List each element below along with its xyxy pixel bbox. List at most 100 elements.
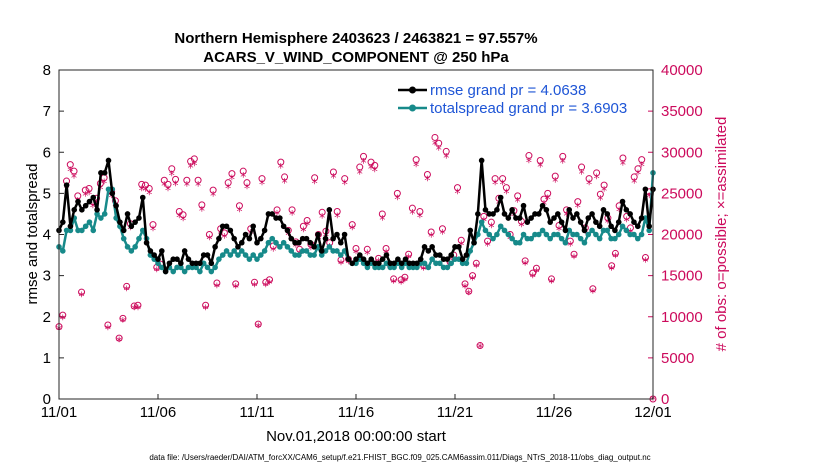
- obs-possible-point: [78, 288, 86, 296]
- obs-assimilated-point: *: [503, 187, 509, 201]
- obs-assimilated-point: *: [191, 159, 197, 173]
- totalspread-point: [429, 256, 435, 262]
- obs-assimilated-point: *: [188, 161, 194, 175]
- obs-possible-point: [277, 158, 285, 166]
- rmse-point: [208, 260, 215, 267]
- rmse-point: [581, 227, 588, 234]
- rmse-point: [330, 235, 336, 242]
- obs-assimilated-point: *: [300, 224, 306, 238]
- totalspread-point: [615, 231, 622, 238]
- obs-possible-point: [329, 168, 337, 176]
- totalspread-point: [581, 239, 588, 246]
- obs-assimilated-point: *: [526, 155, 532, 169]
- totalspread-point: [204, 264, 211, 271]
- y-axis-label: rmse and totalspread: [24, 164, 41, 305]
- obs-assimilated-point: *: [601, 184, 607, 198]
- left-tick-label: 6: [43, 144, 51, 161]
- obs-possible-point: [457, 236, 465, 244]
- obs-possible-point: [435, 139, 443, 147]
- obs-assimilated-point: *: [642, 255, 648, 269]
- rmse-point: [524, 219, 531, 225]
- rmse-point: [558, 219, 565, 225]
- rmse-point: [436, 252, 443, 258]
- rmse-point: [585, 215, 592, 221]
- legend-spread-marker: [409, 104, 416, 112]
- rmse-point: [528, 215, 534, 221]
- rmse-point: [551, 215, 557, 221]
- totalspread-point: [574, 231, 580, 238]
- x-tick-label: 11/26: [536, 404, 572, 421]
- obs-possible-point: [243, 179, 251, 187]
- obs-possible-point: [540, 195, 548, 203]
- obs-possible-point: [499, 175, 507, 183]
- obs-assimilated-point: *: [308, 242, 314, 256]
- totalspread-point: [547, 235, 553, 242]
- totalspread-point: [398, 264, 405, 271]
- obs-possible-point: [209, 186, 217, 194]
- obs-assimilated-point: *: [304, 219, 310, 233]
- obs-assimilated-point: *: [609, 263, 615, 277]
- totalspread-point: [120, 235, 127, 242]
- obs-assimilated-point: *: [545, 192, 551, 206]
- obs-assimilated-point: *: [282, 176, 288, 190]
- obs-assimilated-point: *: [597, 193, 603, 207]
- totalspread-point: [490, 235, 496, 242]
- rmse-point: [505, 215, 512, 221]
- rmse-point: [128, 223, 135, 230]
- rmse-point: [94, 207, 100, 213]
- rmse-point: [174, 256, 180, 262]
- rmse-point: [459, 256, 466, 262]
- totalspread-point: [136, 235, 142, 242]
- rmse-point: [242, 231, 249, 238]
- obs-possible-point: [190, 155, 198, 163]
- obs-possible-point: [514, 192, 522, 200]
- totalspread-point: [269, 235, 276, 242]
- obs-possible-point: [149, 221, 157, 229]
- rmse-point: [448, 252, 454, 258]
- rmse-point: [162, 268, 169, 275]
- obs-possible-point: [408, 204, 416, 212]
- rmse-point: [379, 256, 386, 262]
- obs-assimilated-point: *: [605, 216, 611, 230]
- obs-possible-point: [104, 321, 112, 329]
- rmse-point: [216, 235, 222, 242]
- obs-assimilated-point: *: [289, 208, 295, 222]
- right-tick-label: 20000: [661, 227, 703, 244]
- obs-assimilated-point: *: [120, 315, 126, 329]
- obs-assimilated-point: *: [251, 279, 257, 293]
- rmse-point: [577, 219, 584, 225]
- totalspread-point: [303, 248, 310, 254]
- obs-assimilated-point: *: [90, 201, 96, 215]
- rmse-point: [383, 252, 390, 258]
- obs-possible-point: [634, 165, 642, 173]
- rmse-point: [398, 260, 405, 267]
- obs-assimilated-point: *: [567, 239, 573, 253]
- obs-possible-point: [600, 181, 608, 189]
- right-tick-label: 5000: [661, 350, 694, 367]
- rmse-point: [155, 256, 161, 262]
- rmse-point: [71, 207, 78, 213]
- obs-assimilated-point: *: [142, 184, 148, 198]
- rmse-point: [254, 239, 260, 246]
- rmse-point: [467, 227, 474, 234]
- obs-assimilated-point: *: [492, 178, 498, 192]
- obs-possible-point: [198, 201, 206, 209]
- obs-assimilated-point: *: [116, 335, 122, 349]
- obs-possible-point: [641, 254, 649, 262]
- rmse-point: [284, 227, 291, 234]
- obs-possible-point: [254, 320, 262, 328]
- totalspread-point: [505, 231, 512, 238]
- totalspread-point: [258, 252, 264, 258]
- obs-assimilated-point: *: [236, 205, 242, 219]
- obs-possible-point: [356, 163, 364, 171]
- obs-assimilated-point: *: [319, 211, 325, 225]
- totalspread-point: [193, 264, 199, 271]
- obs-possible-point: [487, 218, 495, 226]
- obs-possible-point: [281, 173, 289, 181]
- totalspread-point: [425, 264, 432, 271]
- totalspread-point: [421, 260, 428, 267]
- x-tick-label: 11/06: [140, 404, 176, 421]
- obs-assimilated-point: *: [571, 252, 577, 266]
- obs-possible-point: [130, 302, 138, 310]
- obs-assimilated-point: *: [424, 173, 430, 187]
